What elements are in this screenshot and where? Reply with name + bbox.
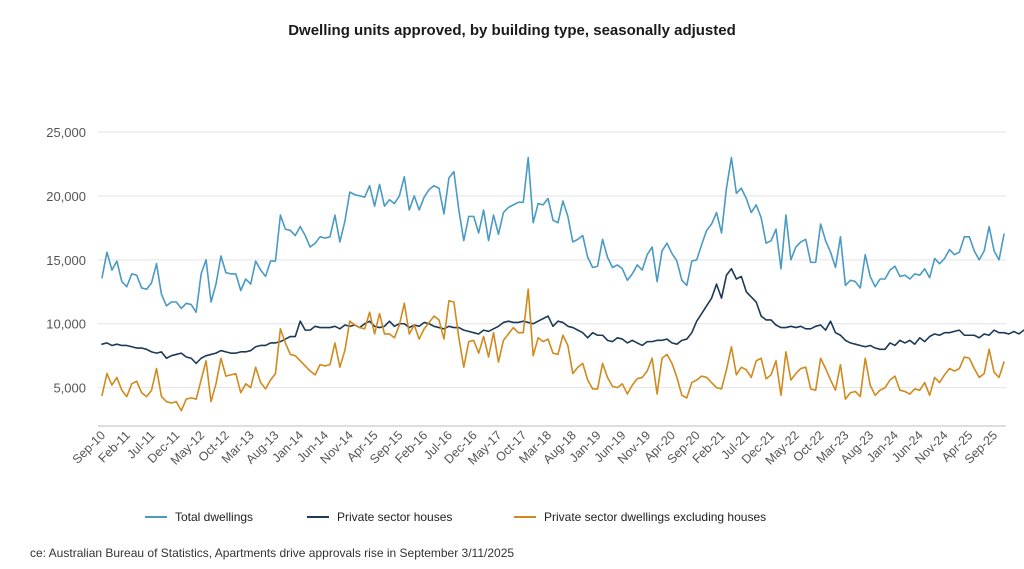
legend-swatch-private-sector-dwellings-excl-houses xyxy=(514,516,536,518)
x-tick-labels: Sep-10Feb-11Jul-11Dec-11May-12Oct-12Mar-… xyxy=(70,428,1001,467)
legend-swatch-total-dwellings xyxy=(145,516,167,518)
legend-item-private-sector-houses: Private sector houses xyxy=(307,510,452,524)
legend-label-private-sector-dwellings-excl-houses: Private sector dwellings excluding house… xyxy=(544,510,767,524)
legend: Total dwellings Private sector houses Pr… xyxy=(0,510,1024,530)
series-lines xyxy=(101,156,1024,412)
source-note: ce: Australian Bureau of Statistics, Apa… xyxy=(30,546,515,560)
y-tick-label: 20,000 xyxy=(46,189,86,204)
y-tick-labels: 5,000 10,000 15,000 20,000 25,000 xyxy=(46,125,86,396)
y-tick-label: 15,000 xyxy=(46,253,86,268)
y-tick-label: 5,000 xyxy=(53,381,86,396)
y-tick-label: 25,000 xyxy=(46,125,86,140)
series-line-private-sector-houses xyxy=(101,267,1024,365)
legend-item-private-sector-dwellings-excl-houses: Private sector dwellings excluding house… xyxy=(514,510,766,524)
series-line-private-sector-dwellings-excluding-houses xyxy=(101,288,1005,412)
legend-swatch-private-sector-houses xyxy=(307,516,329,518)
series-line-total-dwellings xyxy=(101,156,1005,314)
chart-title: Dwelling units approved, by building typ… xyxy=(288,22,736,39)
legend-item-total-dwellings: Total dwellings xyxy=(145,510,253,524)
legend-label-total-dwellings: Total dwellings xyxy=(175,510,254,524)
legend-label-private-sector-houses: Private sector houses xyxy=(337,510,453,524)
y-tick-label: 10,000 xyxy=(46,317,86,332)
